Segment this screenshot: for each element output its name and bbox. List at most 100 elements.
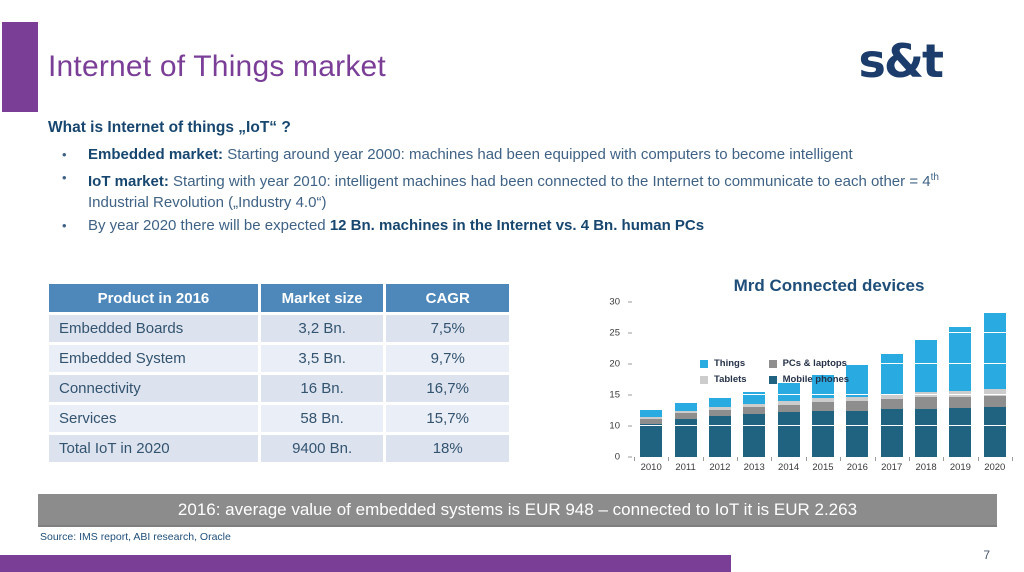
bar-segment: [777, 405, 800, 413]
stacked-bar-2017: [880, 354, 903, 457]
x-tick-mark: [943, 457, 945, 461]
x-tick-label: 2018: [915, 462, 937, 473]
y-tick-mark: [628, 456, 632, 458]
table-cell: 3,2 Bn.: [260, 315, 384, 342]
chart-title: Mrd Connected devices: [733, 276, 925, 295]
stacked-bar-2016: [846, 364, 869, 457]
y-tick-label: 30: [609, 296, 620, 308]
table-cell: 3,5 Bn.: [260, 345, 384, 372]
x-tick-label: 2014: [778, 462, 800, 473]
table-row: Connectivity 16 Bn. 16,7%: [49, 375, 509, 402]
accent-rectangle: [2, 22, 38, 112]
bar-segment: [674, 418, 697, 457]
market-table: Product in 2016 Market size CAGR Embedded …: [46, 281, 512, 465]
x-tick-label: 2012: [709, 462, 731, 473]
x-tick-mark: [668, 457, 670, 461]
company-logo: s&t: [858, 34, 944, 88]
bar-segment: [915, 397, 938, 409]
bullet-list: • Embedded market: Starting around year 2…: [48, 144, 988, 236]
bar-segment: [949, 326, 972, 391]
bar-segment: [777, 401, 800, 406]
stacked-bar-2018: [915, 339, 938, 457]
table-cell: Total IoT in 2020: [49, 435, 258, 462]
legend-swatch-icon: [700, 359, 708, 368]
legend-swatch-icon: [768, 375, 777, 384]
table-cell: 18%: [386, 435, 509, 462]
stacked-bar-2013: [743, 391, 766, 457]
bar-segment: [708, 398, 731, 408]
bar-segment: [640, 424, 663, 457]
footer-accent-bar: [0, 555, 731, 572]
stacked-bar-2010: [640, 409, 663, 457]
legend-swatch-icon: [700, 375, 708, 384]
bullet-marker: •: [62, 218, 67, 233]
bar-segment: [640, 419, 663, 425]
bullet-item-3: • By year 2020 there will be expected 12 …: [48, 215, 988, 236]
x-tick-mark: [840, 457, 842, 461]
bar-segment: [640, 416, 663, 420]
table-cell: 16,7%: [386, 375, 509, 402]
bar-segment: [949, 390, 972, 397]
y-tick-mark: [628, 425, 632, 427]
legend-item: PCs & laptops: [768, 358, 850, 369]
bar-segment: [743, 406, 766, 415]
x-tick-mark: [737, 457, 739, 461]
intro-heading: What is Internet of things „IoT“ ?: [48, 119, 291, 136]
x-tick-mark: [805, 457, 807, 461]
table-header-row: Product in 2016 Market size CAGR: [49, 284, 509, 312]
bar-segment: [777, 412, 800, 457]
stacked-bar-2015: [811, 375, 834, 457]
legend-swatch-icon: [768, 359, 777, 368]
bar-segment: [983, 407, 1006, 457]
bar-segment: [811, 375, 834, 399]
table-header-cell: CAGR: [386, 284, 509, 312]
table-cell: 9400 Bn.: [260, 435, 384, 462]
bar-segment: [880, 409, 903, 457]
x-tick-label: 2017: [881, 462, 903, 473]
bar-segment: [983, 389, 1006, 396]
table-cell: 9,7%: [386, 345, 509, 372]
chart-x-axis: 2010 2011 2012 2013 2014 2015 2016 2017 2018 2019…: [634, 462, 1012, 473]
source-note: Source: IMS report, ABI research, Oracle: [40, 531, 231, 543]
table-cell: 16 Bn.: [260, 375, 384, 402]
legend-label: Things: [714, 358, 746, 369]
table-row: Embedded System 3,5 Bn. 9,7%: [49, 345, 509, 372]
intro-block: What is Internet of things „IoT“ ? • Embe…: [48, 119, 988, 238]
table-cell: 7,5%: [386, 315, 509, 342]
table-cell: Services: [49, 405, 258, 432]
bar-segment: [846, 396, 869, 402]
x-tick-mark: [702, 457, 704, 461]
gridline: [634, 425, 1012, 426]
connected-devices-chart: Mrd Connected devices 0 10 15 20 25 30 Things…: [598, 276, 1024, 473]
stacked-bar-2020: [983, 313, 1006, 457]
legend-item: Tablets: [700, 374, 747, 385]
y-tick-label: 10: [609, 420, 620, 432]
x-tick-mark: [908, 457, 910, 461]
chart-legend: Things PCs & laptops Tablets Mobile phones: [700, 358, 849, 385]
x-tick-label: 2016: [846, 462, 868, 473]
y-tick-mark: [628, 332, 632, 334]
bar-segment: [777, 382, 800, 402]
page-number: 7: [983, 548, 990, 562]
legend-item: Mobile phones: [768, 374, 849, 385]
x-tick-mark: [874, 457, 876, 461]
bar-segment: [880, 354, 903, 394]
bar-segment: [674, 403, 697, 411]
bar-segment: [811, 402, 834, 412]
x-tick-label: 2011: [675, 462, 696, 473]
bar-segment: [846, 364, 869, 397]
table-row: Embedded Boards 3,2 Bn. 7,5%: [49, 315, 509, 342]
bullet-text: IoT market: Starting with year 2010: int…: [88, 172, 939, 211]
x-tick-mark: [771, 457, 773, 461]
table-cell: Connectivity: [49, 375, 258, 402]
y-tick-mark: [628, 301, 632, 303]
table-cell: 15,7%: [386, 405, 509, 432]
table-header-cell: Market size: [260, 284, 384, 312]
y-tick-label: 15: [609, 389, 620, 401]
bar-segment: [915, 408, 938, 457]
bar-segment: [708, 416, 731, 457]
legend-label: Tablets: [714, 374, 747, 385]
x-tick-label: 2013: [743, 462, 765, 473]
y-tick-mark: [628, 363, 632, 365]
x-tick-mark: [634, 457, 635, 461]
